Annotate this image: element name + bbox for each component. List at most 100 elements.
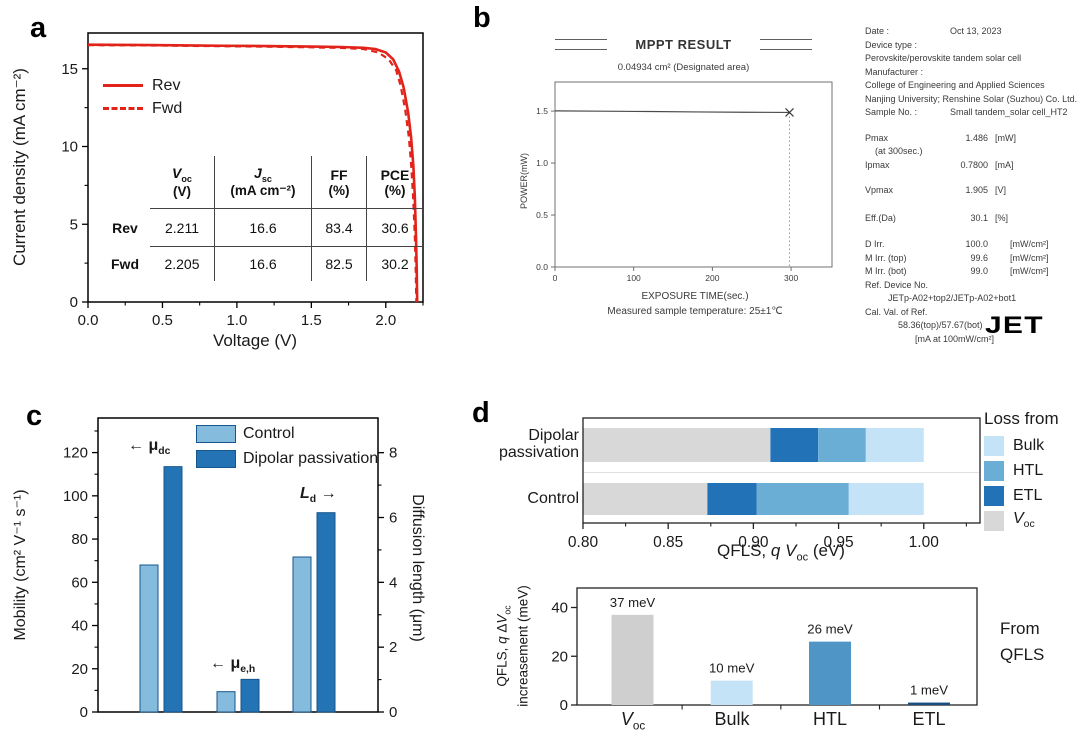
legend-entry-htl: HTL — [984, 460, 1059, 481]
header-rule-left — [555, 39, 607, 50]
qfls-stacked-bar-chart: 0.80 0.85 0.90 0.95 1.00 — [568, 417, 981, 551]
info-row: JETp-A02+top2/JETp-A02+bot1 — [888, 293, 1017, 303]
svg-text:60: 60 — [71, 574, 88, 591]
header-ff: FF (%) — [311, 156, 367, 209]
legend-entry-fwd: Fwd — [103, 97, 182, 120]
info-row: M Irr. (bot) 99.0 [mW/cm²] — [865, 266, 1049, 276]
header-rule-right — [759, 39, 812, 50]
svg-text:40: 40 — [71, 618, 88, 635]
svg-text:5: 5 — [70, 216, 78, 233]
info-row: (at 300sec.) — [875, 146, 923, 156]
info-row: D Irr. 100.0 [mW/cm²] — [865, 239, 1049, 249]
panel-d-label: d — [472, 397, 490, 429]
qfls-increase-bar-chart: 0 20 40 37 meV 10 meV 26 meV 1 meV — [551, 587, 978, 714]
info-row: Sample No. : Small tandem_solar cell_HT2 — [865, 107, 1068, 117]
svg-text:80: 80 — [71, 531, 88, 548]
svg-text:37 meV: 37 meV — [610, 595, 656, 610]
svg-text:2.0: 2.0 — [375, 312, 396, 329]
info-row: Perovskite/perovskite tandem solar cell — [865, 53, 1022, 63]
svg-text:15: 15 — [61, 61, 78, 78]
svg-text:1.0: 1.0 — [536, 158, 548, 168]
svg-text:10: 10 — [61, 139, 78, 156]
a-y-axis-label: Current density (mA cm⁻²) — [10, 68, 29, 266]
info-row: Device type : — [865, 39, 918, 50]
b-designated-area: 0.04934 cm² (Designated area) — [617, 62, 750, 73]
svg-text:300: 300 — [784, 273, 798, 283]
info-row: Manufacturer : — [865, 66, 924, 77]
c-left-axis-label: Mobility (cm² V⁻¹ s⁻¹) — [12, 489, 29, 641]
info-row: M Irr. (top) 99.6 [mW/cm²] — [865, 252, 1049, 263]
svg-text:0.95: 0.95 — [823, 534, 853, 551]
table-row-fwd: Fwd 2.205 16.6 82.5 30.2 — [100, 246, 423, 281]
header-jsc: Jsc (mA cm⁻²) — [214, 156, 312, 209]
legend-entry-control: Control — [196, 421, 378, 446]
a-legend: Rev Fwd — [103, 74, 182, 120]
svg-text:0: 0 — [553, 273, 558, 283]
annotation-mu-eh: ← μe,h — [210, 655, 256, 676]
legend-entry-rev: Rev — [103, 74, 182, 97]
fwd-dashed-line-sample — [103, 107, 143, 110]
voc-swatch — [984, 510, 1004, 531]
rev-solid-line-sample — [103, 84, 143, 87]
info-row: College of Engineering and Applied Scien… — [865, 80, 1045, 90]
svg-text:200: 200 — [705, 273, 719, 283]
mobility-bar-chart: 0 20 40 60 80 100 120 0 2 4 6 8 — [63, 417, 397, 721]
svg-text:0: 0 — [80, 704, 88, 721]
legend-entry-voc: Voc — [984, 510, 1059, 531]
svg-text:1.00: 1.00 — [909, 534, 940, 551]
svg-text:10 meV: 10 meV — [709, 661, 755, 676]
svg-text:0.0: 0.0 — [536, 262, 548, 272]
panel-a-label: a — [30, 12, 47, 44]
svg-text:0: 0 — [389, 704, 397, 721]
c-legend: Control Dipolar passivation — [196, 421, 378, 471]
info-row: Vpmax 1.905 [V] — [865, 185, 1007, 195]
legend-entry-bulk: Bulk — [984, 435, 1059, 456]
svg-text:0.0: 0.0 — [78, 312, 99, 329]
svg-text:8: 8 — [389, 445, 397, 462]
legend-label-fwd: Fwd — [152, 99, 183, 117]
legend-entry-dipolar: Dipolar passivation — [196, 446, 378, 471]
legend-title: Loss from — [984, 409, 1059, 428]
svg-text:20: 20 — [551, 648, 568, 665]
htl-swatch — [984, 460, 1004, 481]
control-swatch — [196, 424, 236, 443]
jet-logo: JET — [985, 312, 1044, 339]
d2-category-htl: HTL — [812, 709, 847, 729]
info-row: Nanjing University; Renshine Solar (Suzh… — [865, 93, 1078, 104]
d-side-note: From QFLS — [1000, 619, 1045, 664]
d-stack-x-axis-label: QFLS, q Voc (eV) — [717, 541, 845, 564]
panel-c-label: c — [26, 400, 43, 432]
svg-text:4: 4 — [389, 574, 397, 591]
dipolar-swatch — [196, 449, 236, 468]
legend-entry-etl: ETL — [984, 485, 1059, 506]
info-row: 58.36(top)/57.67(bot) — [898, 320, 983, 330]
info-row: [mA at 100mW/cm²] — [915, 333, 995, 344]
b-info-block: Date : Oct 13, 2023 Device type : Perovskit… — [865, 25, 1080, 346]
panel-b-label: b — [473, 2, 491, 34]
table-header-row: Voc (V) Jsc (mA cm⁻²) FF (%) PCE (%) — [100, 156, 423, 209]
jv-parameters-table: Voc (V) Jsc (mA cm⁻²) FF (%) PCE (%) Rev… — [100, 156, 423, 281]
table-row-rev: Rev 2.211 16.6 83.4 30.6 — [100, 208, 423, 247]
annotation-mu-dc: ← μdc — [128, 437, 171, 458]
category-control: Control — [527, 490, 579, 507]
svg-text:120: 120 — [63, 445, 88, 462]
b-report-title: MPPT RESULT — [635, 37, 732, 52]
info-row: Eff.(Da) 30.1 [%] — [865, 212, 1009, 223]
b-y-axis-label: POWER(mW) — [519, 153, 529, 209]
b-temperature-note: Measured sample temperature: 25±1℃ — [607, 306, 783, 317]
info-row: Date : Oct 13, 2023 — [865, 26, 1002, 36]
info-row: Pmax 1.486 [mW] — [865, 132, 1016, 143]
svg-text:26 meV: 26 meV — [807, 622, 853, 637]
svg-text:1.5: 1.5 — [536, 106, 548, 116]
bulk-swatch — [984, 435, 1004, 456]
svg-text:0.5: 0.5 — [152, 312, 173, 329]
svg-text:100: 100 — [627, 273, 641, 283]
svg-text:0.5: 0.5 — [536, 210, 548, 220]
c-right-axis-label: Diffusion length (μm) — [409, 494, 426, 642]
category-dipolar-passivation: Dipolar passivation — [498, 427, 579, 461]
svg-text:2: 2 — [389, 639, 397, 656]
header-pce: PCE (%) — [366, 156, 423, 209]
header-voc: Voc (V) — [150, 156, 215, 209]
svg-text:0.80: 0.80 — [568, 534, 599, 551]
